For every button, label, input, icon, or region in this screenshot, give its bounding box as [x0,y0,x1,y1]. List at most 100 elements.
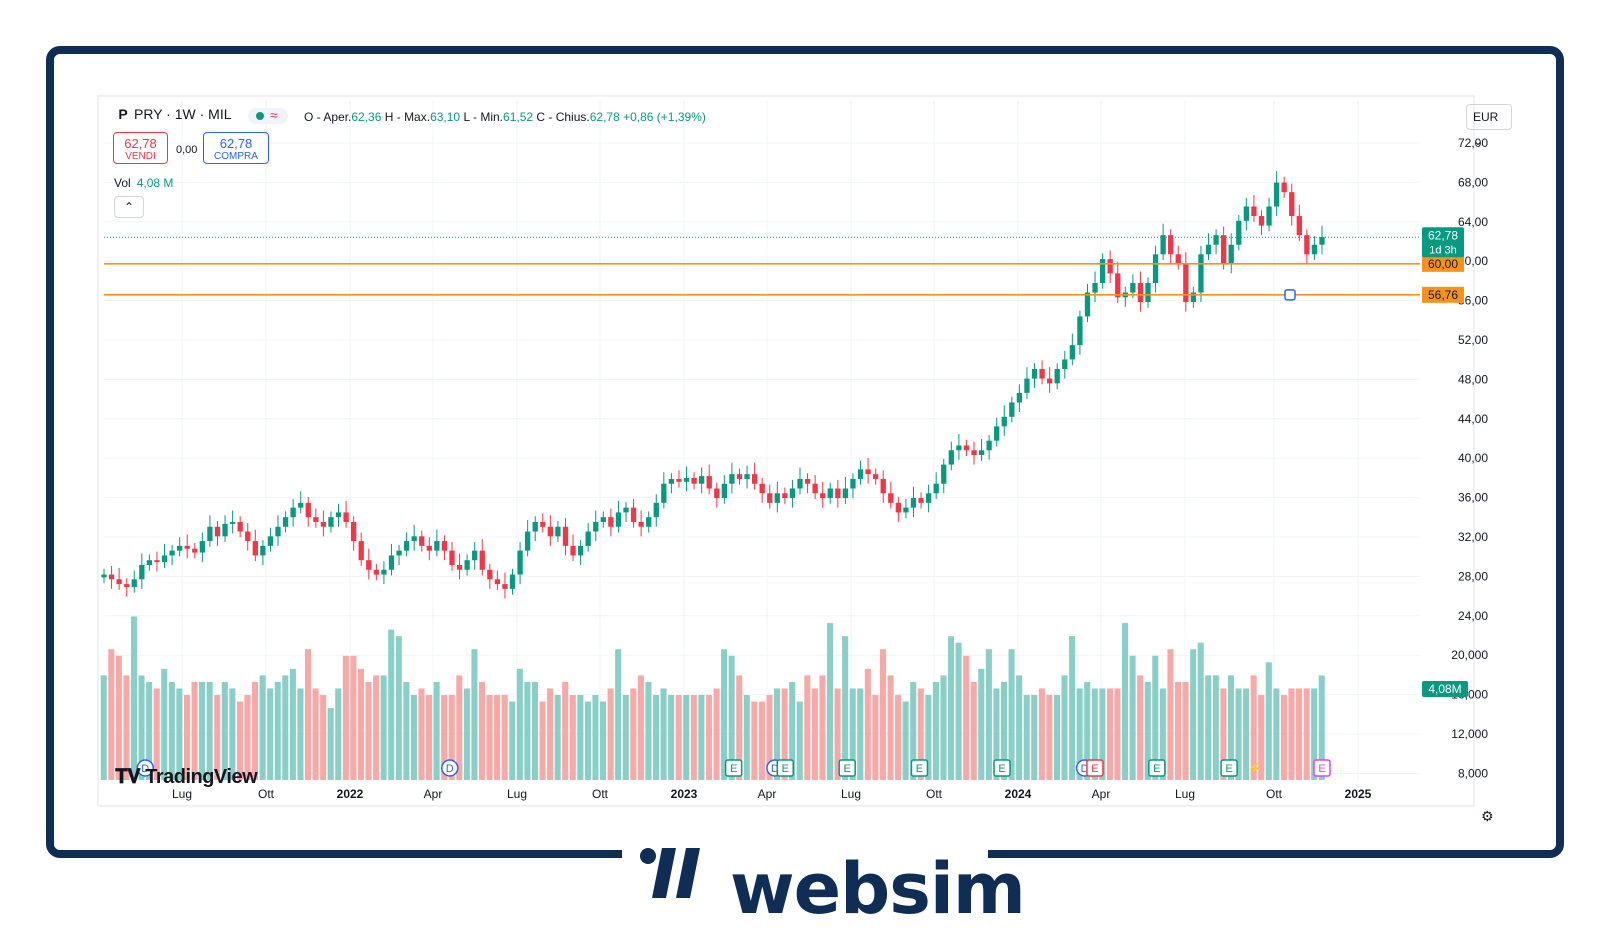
candle [388,555,395,570]
candle [1016,392,1023,403]
volume-bar [864,668,871,780]
volume-bar [1023,695,1030,780]
websim-footer: websim [0,840,1608,930]
x-tick-label: Ott [592,787,609,801]
candle [154,560,160,563]
candle [986,440,992,451]
volume-bar [1031,695,1038,780]
svg-text:D: D [1081,763,1089,775]
volume-bar [645,681,652,780]
earnings-event-icon[interactable]: E [993,759,1011,777]
level-price-label-bg [1422,286,1464,303]
candle [1198,254,1204,293]
candle [1054,369,1060,384]
candle [759,483,765,494]
buy-button[interactable]: 62,78 COMPRA [203,132,269,164]
earnings-event-icon[interactable]: E [1148,759,1166,777]
volume-bar [1296,688,1303,780]
volume-bar [183,695,190,780]
candle [744,474,750,479]
volume-bar [1046,695,1053,780]
sell-button[interactable]: 62,78 VENDI [113,132,168,164]
candle [1031,369,1038,379]
market-status-badge[interactable]: ≈ [248,107,288,124]
candle [615,512,622,527]
collapse-legend-button[interactable]: ⌃ [114,196,144,218]
tradingview-logo: 𝐓𝐕 TradingView [115,766,258,789]
volume-bar [675,695,682,780]
volume-bar [796,701,803,780]
volume-bar [199,681,206,780]
y-tick-label: 28,00 [1458,569,1488,583]
y-tick-label: 44,00 [1458,412,1488,426]
volume-bar [123,675,130,780]
earnings-event-icon[interactable]: E [776,759,795,777]
candle [1205,244,1212,255]
symbol-title[interactable]: P PRY · 1W · MIL [116,106,232,122]
volume-bar [130,616,138,780]
volume-bar [1311,688,1318,780]
gear-icon[interactable]: ⚙ [1481,808,1494,824]
volume-legend: Vol 4,08 M [114,176,173,190]
websim-wordmark: websim [730,848,1026,930]
candle [1175,254,1181,264]
candle [555,526,561,537]
candle [1024,378,1030,393]
candle [1304,235,1310,255]
volume-bar [1084,681,1091,780]
volume-bar [1152,655,1159,780]
volume-bar [985,649,992,780]
candle [1137,282,1144,303]
earnings-event-icon[interactable]: E [1086,759,1104,777]
volume-bar [267,688,274,780]
y-tick-label: 20,000 [1451,648,1488,662]
candle [290,507,296,518]
volume-bar [1174,681,1182,780]
currency-select[interactable]: EUR ⌄ [1466,104,1512,148]
y-tick-label: 32,00 [1458,530,1488,544]
earnings-event-icon[interactable]: E [724,759,743,777]
volume-bar [698,695,705,780]
earnings-event-icon[interactable]: E [1313,759,1331,777]
candle [1266,206,1272,226]
x-tick-label: 2023 [671,787,698,801]
volume-bar [494,695,501,780]
volume-bar [577,695,584,780]
drawing-anchor-handle [1284,289,1296,301]
volume-bar [108,649,115,780]
earnings-event-icon[interactable]: E [910,759,929,777]
volume-bar [1250,675,1257,780]
dividend-event-icon[interactable]: D [136,759,155,777]
volume-bar [857,688,864,780]
dividend-event-icon[interactable]: D [441,759,459,777]
candle [366,560,372,570]
y-tick-label: 36,00 [1458,491,1488,505]
volume-bar [781,688,788,780]
candle [509,574,516,589]
earnings-event-icon[interactable]: E [1220,759,1238,777]
candle [449,550,455,565]
earnings-event-icon[interactable]: E [838,759,856,777]
candle [971,450,977,456]
volume-bar [259,675,266,780]
candle [699,476,705,484]
candle [683,477,690,482]
volume-bar [774,688,781,780]
volume-bar [925,695,932,780]
candle [608,517,614,527]
candle [910,498,917,508]
candle [562,526,569,546]
volume-bar [569,695,576,780]
candle [1047,378,1053,384]
candle [1190,292,1197,303]
volume-bar [274,681,281,780]
last-price-label-bg [1422,227,1464,258]
candle [721,483,727,499]
volume-bar [373,675,380,780]
volume-bar [849,688,856,780]
news-event-icon[interactable]: ⚡ [1248,762,1262,775]
volume-bar [297,688,304,780]
volume-bar [365,681,372,780]
volume-bar [320,695,327,780]
